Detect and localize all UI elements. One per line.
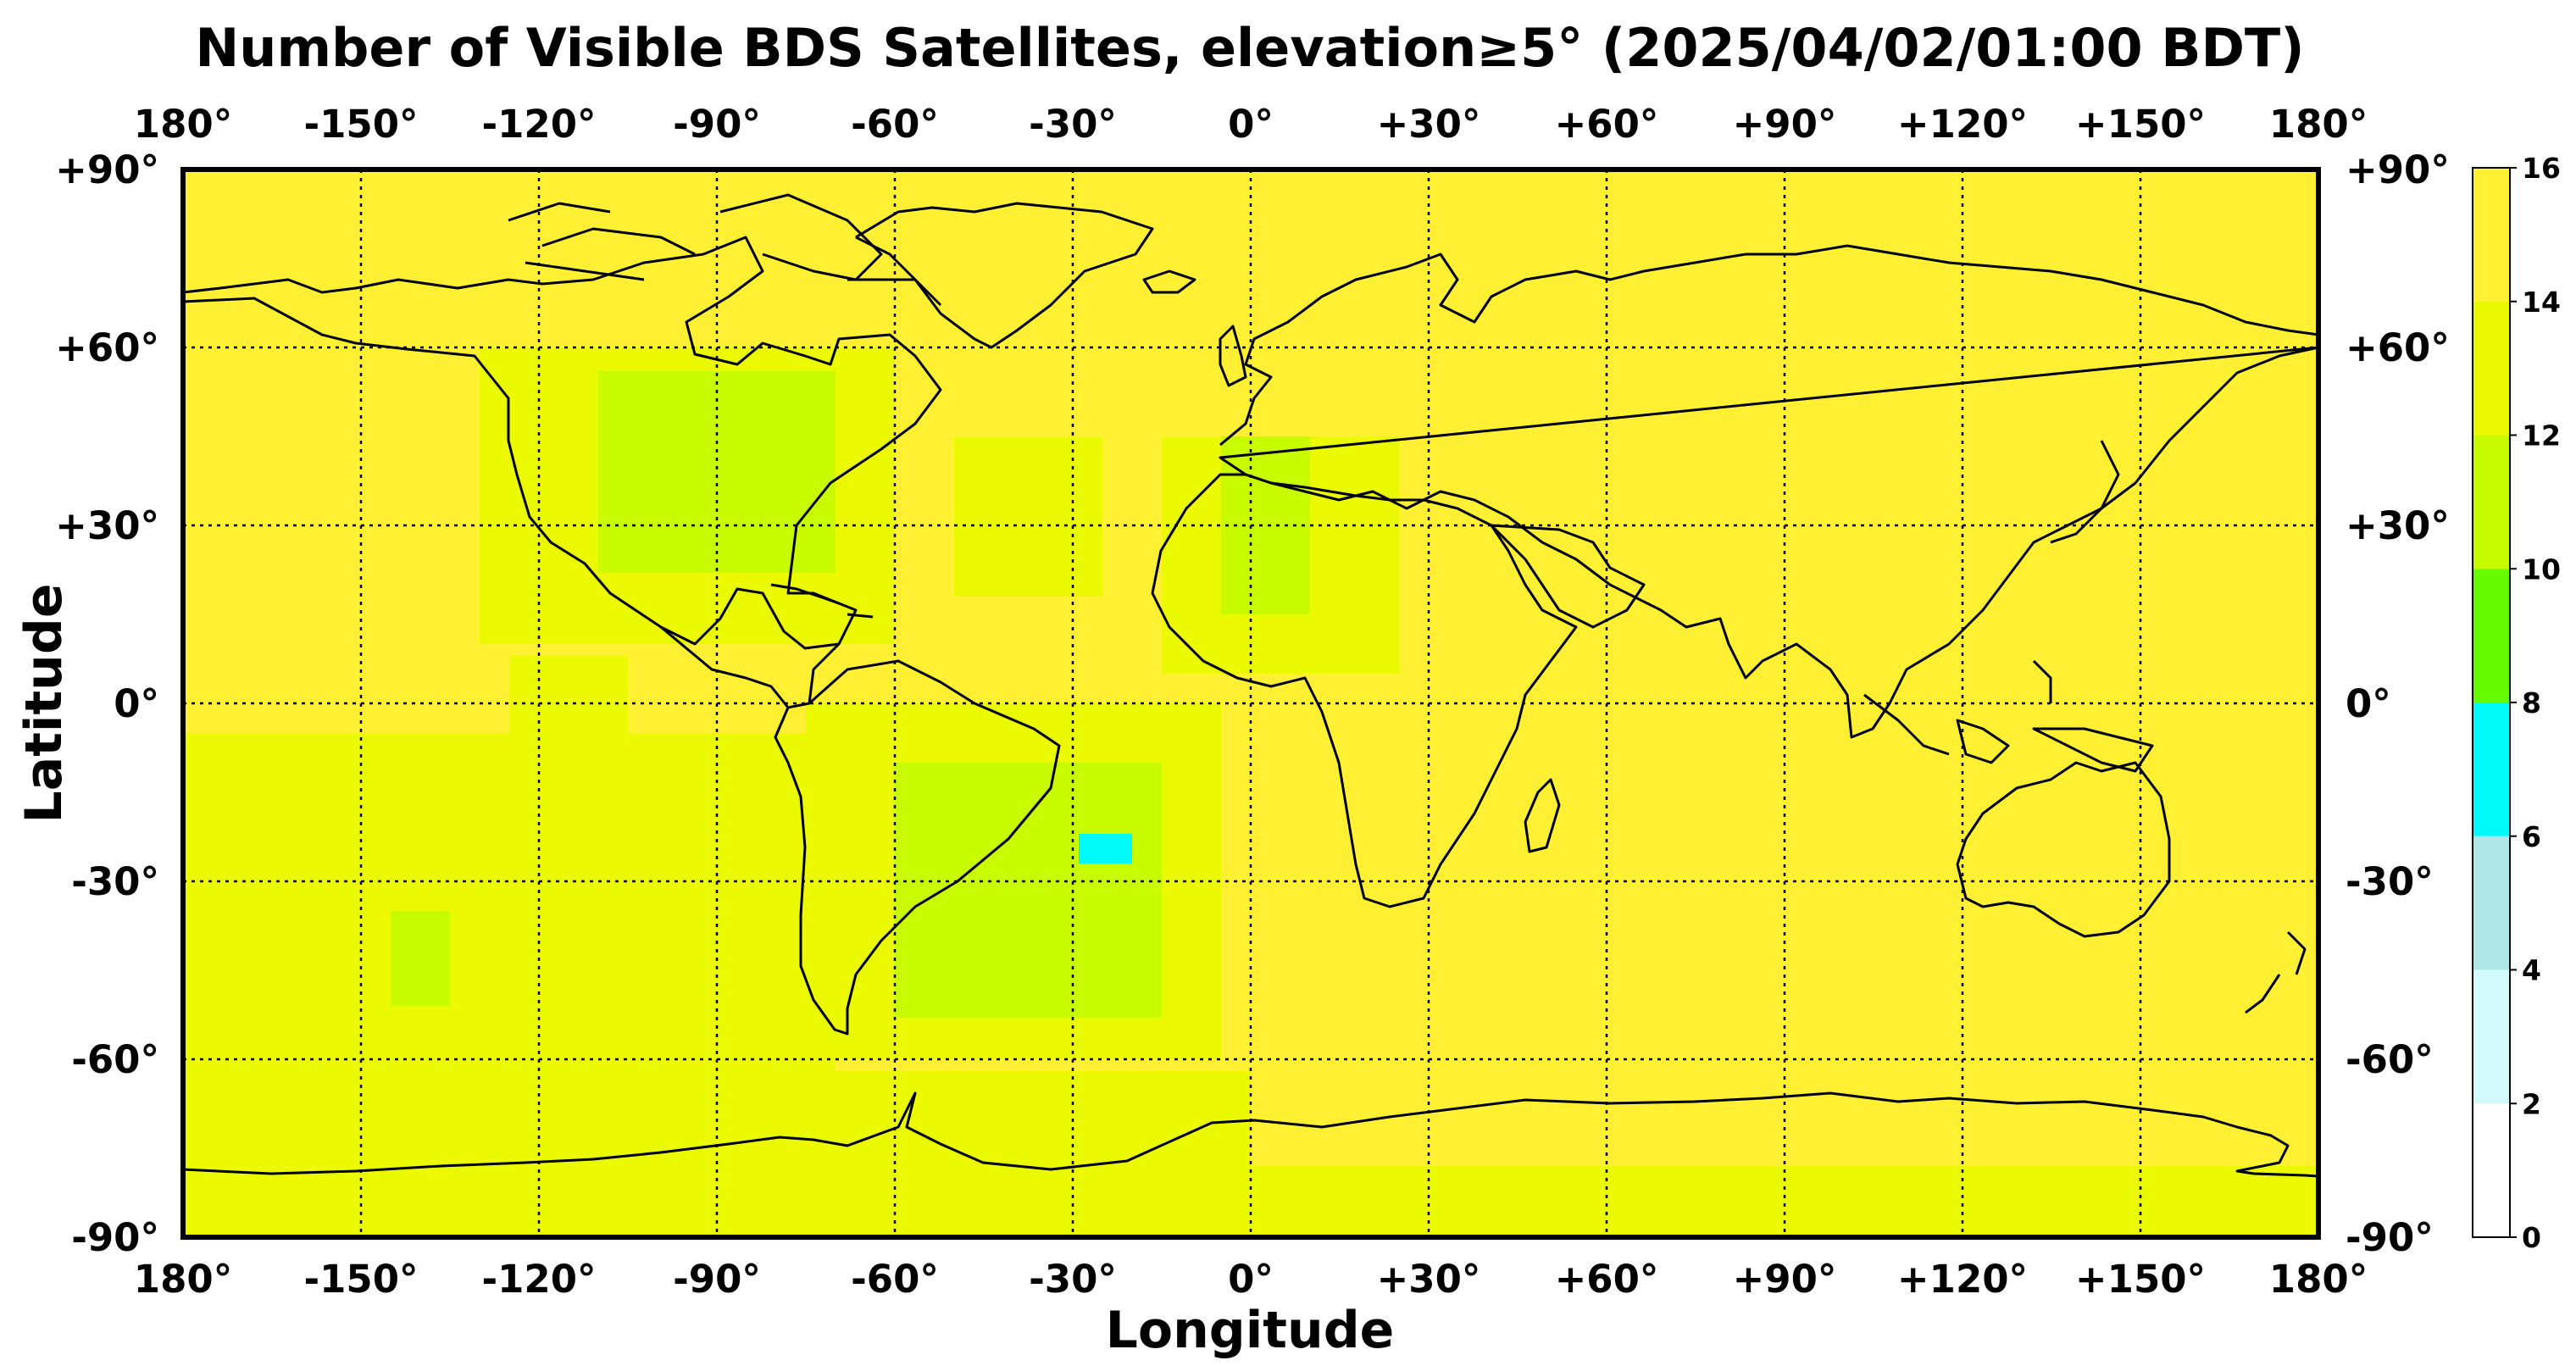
colorbar-bin xyxy=(2473,1103,2510,1237)
y-axis-title: Latitude xyxy=(14,583,74,823)
y-tick-label-right: -30° xyxy=(2346,859,2434,904)
visibility-region-8 xyxy=(391,911,450,1006)
coastline-africa xyxy=(1151,473,1578,908)
x-tick-label-bottom: 0° xyxy=(1228,1257,1274,1302)
x-tick-label-bottom: +120° xyxy=(1897,1257,2028,1302)
colorbar-bin xyxy=(2473,168,2510,302)
coastline-madagascar xyxy=(1524,778,1561,853)
colorbar-tick-label: 14 xyxy=(2522,286,2561,319)
visibility-region-2 xyxy=(954,436,1102,597)
colorbar-tick-label: 4 xyxy=(2522,954,2541,987)
x-tick-label-top: 0° xyxy=(1228,102,1274,147)
x-tick-labels-top: 180° -150° -120° -90° -60° -30° 0° +30° +60° +90°… xyxy=(134,102,2368,147)
visibility-region-6 xyxy=(1079,834,1132,863)
x-tick-label-top: -120° xyxy=(481,102,596,147)
colorbar-tick-label: 2 xyxy=(2522,1087,2541,1120)
chart-title: Number of Visible BDS Satellites, elevat… xyxy=(195,17,2304,79)
x-tick-label-bottom: 180° xyxy=(134,1257,232,1302)
map-plot-area xyxy=(180,167,2321,1240)
coastline-greenland xyxy=(855,202,1154,349)
x-tick-label-bottom: -150° xyxy=(303,1257,418,1302)
colorbar-tick-label: 0 xyxy=(2522,1221,2541,1254)
y-tick-label-left: -30° xyxy=(71,859,159,904)
colorbar-bin xyxy=(2473,301,2510,436)
x-tick-label-bottom: +150° xyxy=(2075,1257,2206,1302)
x-tick-label-top: -60° xyxy=(851,102,939,147)
colorbar-bin xyxy=(2473,435,2510,569)
x-tick-label-bottom: -30° xyxy=(1029,1257,1117,1302)
colorbar-tick-label: 16 xyxy=(2522,152,2561,185)
y-tick-label-right: +60° xyxy=(2346,325,2450,370)
colorbar-bin xyxy=(2473,569,2510,702)
colorbar-bin xyxy=(2473,969,2510,1104)
x-tick-label-top: -30° xyxy=(1029,102,1117,147)
y-tick-label-right: 0° xyxy=(2346,681,2391,726)
map-frame xyxy=(180,167,2321,1240)
x-tick-label-bottom: +90° xyxy=(1733,1257,1837,1302)
y-tick-label-left: -90° xyxy=(71,1215,159,1260)
y-tick-label-left: +90° xyxy=(55,147,159,192)
colorbar-tick-label: 10 xyxy=(2522,553,2561,586)
x-tick-label-top: 180° xyxy=(134,102,232,147)
x-tick-label-top: +30° xyxy=(1377,102,1481,147)
coastline-arctic-islands xyxy=(508,193,942,307)
x-tick-label-top: +120° xyxy=(1897,102,2028,147)
x-tick-labels-bottom: 180° -150° -120° -90° -60° -30° 0° +30° +60° +90°… xyxy=(134,1257,2368,1302)
visibility-region-10 xyxy=(509,656,628,775)
coastline-caribbean xyxy=(770,583,874,619)
x-tick-label-top: -90° xyxy=(673,102,761,147)
x-tick-label-top: +60° xyxy=(1555,102,1659,147)
gridlines xyxy=(183,169,2318,1237)
x-tick-label-bottom: 180° xyxy=(2269,1257,2368,1302)
y-tick-label-right: +90° xyxy=(2346,147,2450,192)
y-tick-label-right: -90° xyxy=(2346,1215,2434,1260)
visibility-region-5 xyxy=(895,763,1162,1018)
x-tick-label-bottom: -90° xyxy=(673,1257,761,1302)
colorbar-tick-label: 12 xyxy=(2522,419,2561,453)
coastline-arabia xyxy=(1490,524,1646,629)
x-tick-label-bottom: +60° xyxy=(1555,1257,1659,1302)
x-tick-label-top: +90° xyxy=(1733,102,1837,147)
colorbar-bin xyxy=(2473,702,2510,836)
colorbar-tick-label: 6 xyxy=(2522,820,2541,853)
coastline-new-zealand xyxy=(2245,930,2307,1014)
coastline-south-america xyxy=(774,659,1061,1036)
colorbar-bin xyxy=(2473,836,2510,970)
colorbar: 16 14 12 10 8 6 4 2 0 xyxy=(2472,152,2561,1254)
x-tick-label-top: 180° xyxy=(2269,102,2368,147)
colorbar-tick-label: 8 xyxy=(2522,686,2541,719)
x-tick-label-bottom: -60° xyxy=(851,1257,939,1302)
y-tick-labels-right: +90° +60° +30° 0° -30° -60° -90° xyxy=(2346,147,2450,1260)
colorbar-tick-labels: 16 14 12 10 8 6 4 2 0 xyxy=(2510,152,2561,1254)
x-tick-label-top: -150° xyxy=(303,102,418,147)
x-axis-title: Longitude xyxy=(1106,1301,1395,1360)
y-tick-label-left: +60° xyxy=(55,325,159,370)
coastline-japan xyxy=(2050,440,2120,544)
y-tick-label-left: -60° xyxy=(71,1037,159,1082)
x-tick-label-bottom: +30° xyxy=(1377,1257,1481,1302)
y-tick-label-right: -60° xyxy=(2346,1037,2434,1082)
coastline-indonesia xyxy=(1863,659,2154,773)
visibility-region-12 xyxy=(183,1166,2318,1237)
y-tick-label-left: 0° xyxy=(114,681,159,726)
coastline-great-britain xyxy=(1219,325,1247,387)
coastline-north-america xyxy=(182,236,942,650)
x-tick-label-bottom: -120° xyxy=(481,1257,596,1302)
y-tick-labels-left: +90° +60° +30° 0° -30° -60° -90° xyxy=(55,147,159,1260)
y-tick-label-left: +30° xyxy=(55,503,159,548)
y-tick-label-right: +30° xyxy=(2346,503,2450,548)
x-tick-label-top: +150° xyxy=(2075,102,2206,147)
colorbar-bins xyxy=(2473,168,2510,1237)
coastline-iceland xyxy=(1142,269,1196,294)
coastline-australia xyxy=(1956,761,2171,938)
